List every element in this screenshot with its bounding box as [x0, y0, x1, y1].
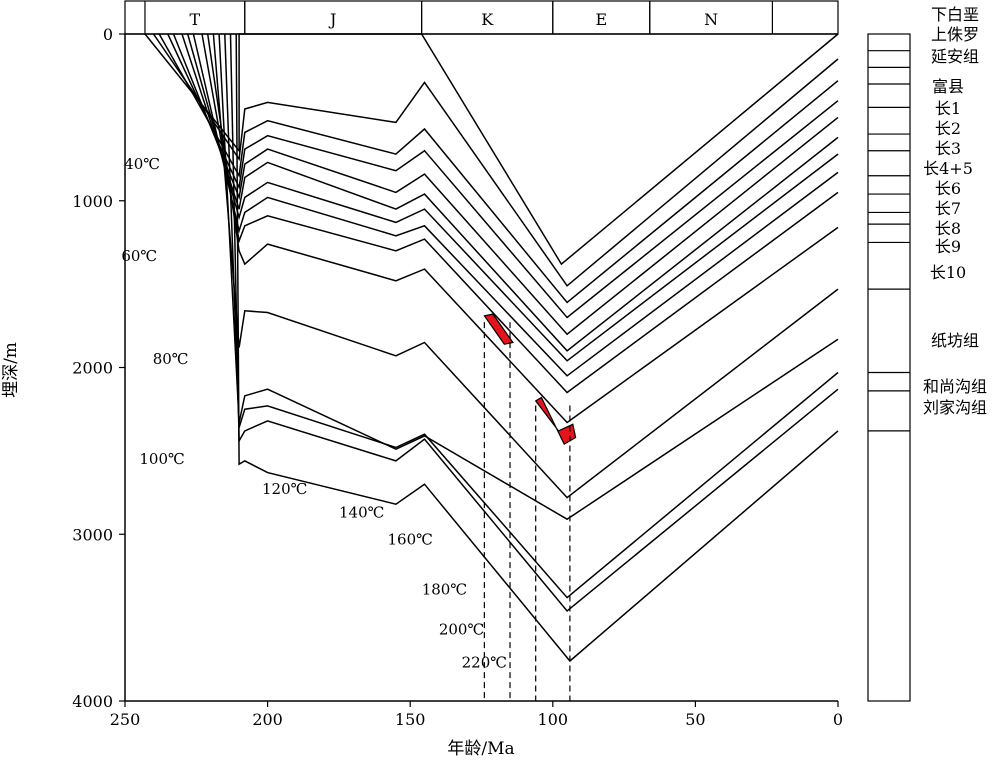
x-tick-label: 250 [110, 710, 141, 729]
axes: 250 200 150 100 50 0 0 1000 2000 3000 4000 [72, 25, 843, 729]
period-label: E [595, 10, 607, 29]
strata-column-box [867, 33, 911, 702]
burial-curve [212, 33, 839, 499]
period-label: K [481, 10, 494, 29]
x-tick-label: 50 [685, 710, 705, 729]
y-tick-label: 0 [103, 25, 113, 44]
strata-label: 长8 [935, 219, 961, 238]
y-tick-label: 3000 [72, 525, 113, 544]
strata-label: 富县 [932, 77, 964, 96]
charging-window [534, 396, 577, 446]
strata-label: 长3 [935, 139, 961, 158]
temperature-label: 140℃ [339, 504, 384, 522]
burial-curve [229, 33, 839, 613]
x-axis-label: 年龄/Ma [447, 739, 514, 759]
temperature-label: 200℃ [439, 620, 484, 638]
burial-curve [206, 33, 839, 424]
temperature-label: 120℃ [262, 480, 307, 498]
strata-label: 下白垩 [931, 5, 979, 24]
burial-curve [186, 33, 839, 362]
y-tick-label: 4000 [72, 692, 113, 711]
burial-curves [144, 33, 839, 663]
strata-label: 和尚沟组 [923, 377, 987, 396]
x-tick-label: 200 [252, 710, 283, 729]
temperature-label: 80℃ [153, 350, 189, 368]
strata-label: 刘家沟组 [923, 398, 987, 417]
strata-label: 长2 [935, 119, 961, 138]
burial-curve [181, 33, 839, 352]
x-tick-label: 100 [538, 710, 569, 729]
strata-label: 长6 [935, 179, 961, 198]
temperature-label: 220℃ [462, 654, 507, 672]
temperature-label: 60℃ [121, 247, 157, 265]
burial-curve [144, 33, 839, 266]
x-tick-label: 0 [833, 710, 843, 729]
strata-label: 长7 [935, 199, 961, 218]
period-label: N [704, 10, 718, 29]
charging-window [483, 313, 514, 345]
burial-curve [167, 33, 839, 319]
burial-curve [152, 33, 839, 287]
strata-label: 长1 [935, 99, 961, 118]
strata-label: 长4+5 [923, 159, 973, 178]
burial-curve [218, 33, 839, 521]
y-axis-label: 埋深/m [1, 342, 21, 398]
strata-label: 延安组 [931, 47, 979, 66]
burial-curve [172, 33, 839, 336]
strata-label: 上侏罗 [931, 25, 979, 44]
hydrocarbon-windows [483, 313, 577, 701]
strata-label: 长9 [935, 237, 961, 256]
burial-curve [192, 33, 839, 377]
temperature-label: 100℃ [139, 450, 184, 468]
temperature-label: 160℃ [387, 530, 432, 548]
temperature-label: 40℃ [124, 155, 160, 173]
burial-curve [201, 33, 839, 394]
period-label: T [190, 10, 201, 29]
burial-curve [235, 33, 839, 663]
strata-label: 纸坊组 [931, 331, 979, 350]
burial-curve [158, 33, 839, 304]
y-tick-label: 2000 [72, 359, 113, 378]
x-tick-label: 150 [395, 710, 426, 729]
y-tick-label: 1000 [72, 192, 113, 211]
period-label: J [328, 10, 336, 29]
burial-curve [224, 33, 839, 599]
strata-label: 长10 [930, 263, 966, 282]
temperature-label: 180℃ [422, 580, 467, 598]
